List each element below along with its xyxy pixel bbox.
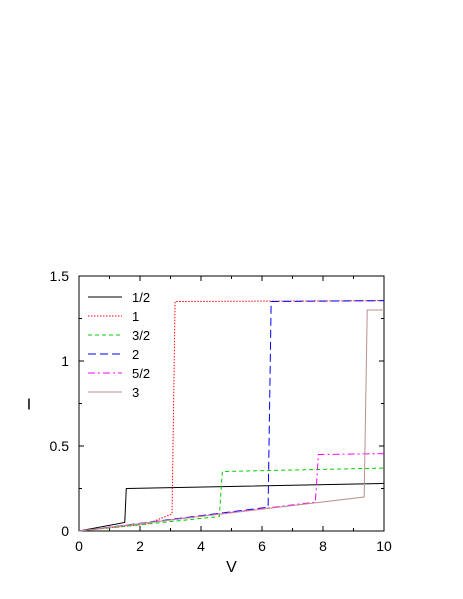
legend-label: 3 bbox=[132, 385, 139, 400]
series-line-1 bbox=[78, 300, 385, 532]
x-tick-label: 2 bbox=[136, 538, 144, 554]
y-axis-label: I bbox=[27, 397, 31, 414]
legend-label: 1/2 bbox=[132, 290, 150, 305]
y-tick-label: 1 bbox=[61, 353, 69, 369]
legend-label: 3/2 bbox=[132, 328, 150, 343]
x-axis-label: V bbox=[226, 559, 237, 576]
series-line-0 bbox=[78, 482, 385, 532]
legend: 1/2 1 3/2 2 5/2 3 bbox=[88, 290, 150, 400]
axis-ticks: 0 2 4 6 8 10 0 0.5 1 1.5 bbox=[50, 268, 392, 554]
x-tick-label: 10 bbox=[376, 538, 392, 554]
series-lines bbox=[78, 300, 385, 532]
y-tick-label: 1.5 bbox=[50, 268, 70, 284]
series-line-5 bbox=[78, 309, 384, 532]
legend-label: 1 bbox=[132, 309, 139, 324]
y-tick-label: 0.5 bbox=[50, 438, 70, 454]
y-tick-label: 0 bbox=[61, 523, 69, 539]
x-tick-label: 4 bbox=[197, 538, 205, 554]
legend-label: 2 bbox=[132, 347, 139, 362]
legend-label: 5/2 bbox=[132, 366, 150, 381]
x-tick-label: 0 bbox=[75, 538, 83, 554]
series-line-4 bbox=[78, 453, 385, 532]
x-tick-label: 8 bbox=[319, 538, 327, 554]
series-line-3 bbox=[78, 300, 385, 532]
x-tick-label: 6 bbox=[258, 538, 266, 554]
plot-frame-rect bbox=[78, 275, 385, 532]
series-line-2 bbox=[78, 467, 385, 532]
plot-frame bbox=[78, 275, 385, 532]
